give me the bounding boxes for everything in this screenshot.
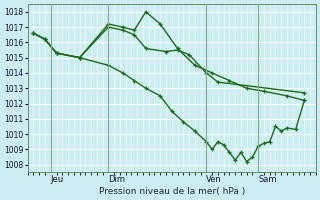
X-axis label: Pression niveau de la mer( hPa ): Pression niveau de la mer( hPa ) [99,187,245,196]
